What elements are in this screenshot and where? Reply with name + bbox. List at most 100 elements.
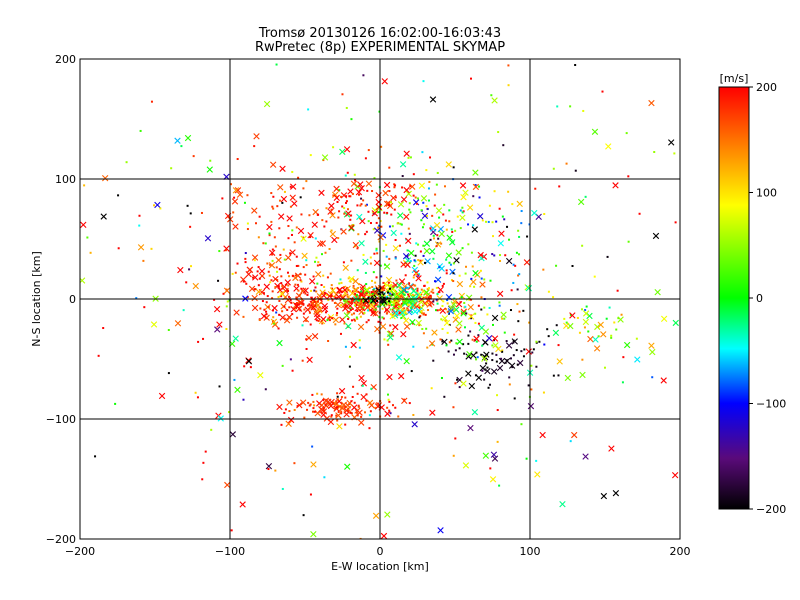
scatter-point-dot bbox=[441, 284, 444, 287]
scatter-point-dot bbox=[480, 296, 483, 299]
scatter-point-dot bbox=[408, 402, 411, 405]
scatter-point-dot bbox=[571, 265, 574, 268]
scatter-point-dot bbox=[362, 253, 365, 256]
scatter-point-cross bbox=[445, 252, 453, 259]
scatter-point-dot bbox=[501, 350, 504, 353]
scatter-point-dot bbox=[267, 468, 270, 471]
scatter-point-dot bbox=[386, 297, 389, 300]
scatter-point-dot bbox=[360, 299, 363, 302]
scatter-point-dot bbox=[303, 308, 306, 311]
scatter-point-dot bbox=[380, 225, 383, 228]
scatter-point-dot bbox=[385, 243, 388, 246]
scatter-point-dot bbox=[417, 243, 420, 246]
scatter-point-dot bbox=[314, 237, 317, 240]
scatter-point-cross bbox=[321, 302, 328, 310]
scatter-point-dot bbox=[302, 266, 305, 269]
scatter-point-dot bbox=[538, 340, 541, 343]
scatter-point-dot bbox=[273, 236, 276, 239]
scatter-point-dot bbox=[498, 207, 501, 210]
scatter-point-dot bbox=[499, 259, 502, 262]
scatter-point-dot bbox=[486, 366, 489, 369]
scatter-point-cross bbox=[343, 312, 351, 319]
scatter-point-dot bbox=[281, 487, 284, 490]
scatter-point-dot bbox=[204, 450, 207, 453]
scatter-point-dot bbox=[421, 312, 424, 315]
scatter-point-dot bbox=[348, 365, 351, 368]
scatter-point-dot bbox=[470, 251, 473, 254]
scatter-point-dot bbox=[270, 279, 273, 282]
scatter-point-dot bbox=[635, 337, 638, 340]
scatter-point-dot bbox=[321, 322, 324, 325]
scatter-point-dot bbox=[638, 212, 641, 215]
scatter-point-dot bbox=[569, 440, 572, 443]
scatter-point-dot bbox=[305, 264, 308, 267]
scatter-point-cross bbox=[648, 99, 655, 107]
scatter-point-dot bbox=[356, 317, 359, 320]
scatter-point-cross bbox=[453, 312, 461, 320]
scatter-point-cross bbox=[423, 247, 431, 255]
scatter-point-dot bbox=[283, 411, 286, 414]
scatter-point-dot bbox=[348, 310, 351, 313]
scatter-point-dot bbox=[360, 197, 363, 200]
scatter-point-dot bbox=[368, 294, 371, 297]
scatter-point-dot bbox=[436, 171, 439, 174]
scatter-point-dot bbox=[346, 208, 349, 211]
scatter-point-dot bbox=[336, 297, 339, 300]
scatter-point-dot bbox=[336, 312, 339, 315]
scatter-point-dot bbox=[295, 255, 298, 258]
scatter-point-dot bbox=[392, 303, 395, 306]
scatter-point-dot bbox=[427, 187, 430, 190]
scatter-point-cross bbox=[420, 195, 428, 202]
scatter-point-dot bbox=[426, 288, 429, 291]
scatter-point-dot bbox=[377, 226, 380, 229]
scatter-point-dot bbox=[412, 194, 415, 197]
scatter-point-cross bbox=[605, 143, 612, 150]
scatter-point-dot bbox=[389, 324, 392, 327]
scatter-point-dot bbox=[454, 382, 457, 385]
scatter-point-dot bbox=[480, 277, 483, 280]
scatter-point-dot bbox=[498, 484, 501, 487]
scatter-point-dot bbox=[278, 313, 281, 316]
x-tick-label: −200 bbox=[65, 545, 95, 558]
scatter-point-dot bbox=[516, 303, 519, 306]
scatter-point-dot bbox=[258, 319, 261, 322]
scatter-point-cross bbox=[284, 279, 291, 286]
scatter-point-dot bbox=[420, 288, 423, 291]
scatter-point-dot bbox=[365, 321, 368, 324]
scatter-point-dot bbox=[487, 386, 490, 389]
scatter-point-dot bbox=[94, 455, 97, 458]
scatter-point-dot bbox=[583, 326, 586, 329]
scatter-point-dot bbox=[419, 315, 422, 318]
scatter-point-dot bbox=[150, 100, 153, 103]
scatter-point-dot bbox=[315, 256, 318, 259]
scatter-point-dot bbox=[443, 203, 446, 206]
scatter-point-dot bbox=[325, 207, 328, 210]
scatter-point-dot bbox=[422, 290, 425, 293]
scatter-point-dot bbox=[369, 262, 372, 265]
scatter-point-dot bbox=[444, 219, 447, 222]
scatter-point-dot bbox=[159, 207, 162, 210]
scatter-point-dot bbox=[400, 302, 403, 305]
scatter-point-cross bbox=[634, 356, 641, 363]
scatter-point-dot bbox=[330, 415, 333, 418]
scatter-point-dot bbox=[518, 253, 521, 256]
scatter-point-dot bbox=[429, 238, 432, 241]
scatter-point-dot bbox=[365, 203, 368, 206]
scatter-point-dot bbox=[291, 229, 294, 232]
scatter-point-dot bbox=[350, 259, 353, 262]
scatter-point-dot bbox=[264, 242, 267, 245]
scatter-point-dot bbox=[520, 222, 523, 225]
scatter-point-cross bbox=[491, 455, 499, 462]
scatter-point-dot bbox=[387, 343, 390, 346]
scatter-point-dot bbox=[462, 343, 465, 346]
scatter-point-cross bbox=[418, 298, 425, 306]
scatter-point-dot bbox=[233, 378, 236, 381]
scatter-point-dot bbox=[369, 410, 372, 413]
scatter-point-dot bbox=[393, 183, 396, 186]
scatter-point-dot bbox=[349, 307, 352, 310]
scatter-point-cross bbox=[400, 196, 408, 203]
scatter-point-dot bbox=[574, 64, 577, 67]
scatter-point-dot bbox=[351, 395, 354, 398]
scatter-point-cross bbox=[467, 424, 474, 432]
scatter-point-dot bbox=[357, 193, 360, 196]
